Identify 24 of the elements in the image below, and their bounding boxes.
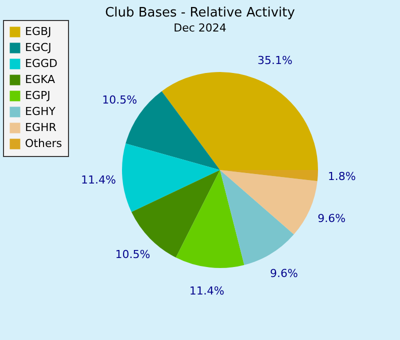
data-label: 10.5%: [102, 94, 138, 107]
pie-slice: [220, 170, 318, 234]
data-label: 35.1%: [257, 54, 292, 68]
legend-label: EGPJ: [25, 89, 50, 102]
legend-label: EGHR: [25, 121, 57, 134]
data-label: 9.6%: [318, 212, 346, 226]
pie-slice: [176, 170, 244, 268]
pie-slice: [122, 144, 220, 212]
data-label: 1.8%: [328, 170, 356, 183]
pie-slice: [162, 72, 318, 170]
chart-subtitle: Dec 2024: [174, 22, 226, 34]
legend-label: EGKA: [25, 73, 56, 86]
legend-label: EGCJ: [25, 41, 52, 54]
legend-label: EGGD: [25, 57, 58, 70]
pie-slice: [220, 170, 318, 182]
pie-slice: [220, 170, 294, 265]
data-label: 9.6%: [270, 266, 298, 280]
data-label: 10.5%: [115, 248, 150, 262]
data-label: 11.4%: [80, 173, 116, 186]
legend-label: EGHY: [25, 105, 56, 118]
legend-label: Others: [25, 137, 62, 150]
legend-label: EGBJ: [25, 25, 52, 38]
chart-title: Club Bases - Relative Activity: [105, 6, 296, 20]
data-label: 11.4%: [189, 284, 224, 298]
